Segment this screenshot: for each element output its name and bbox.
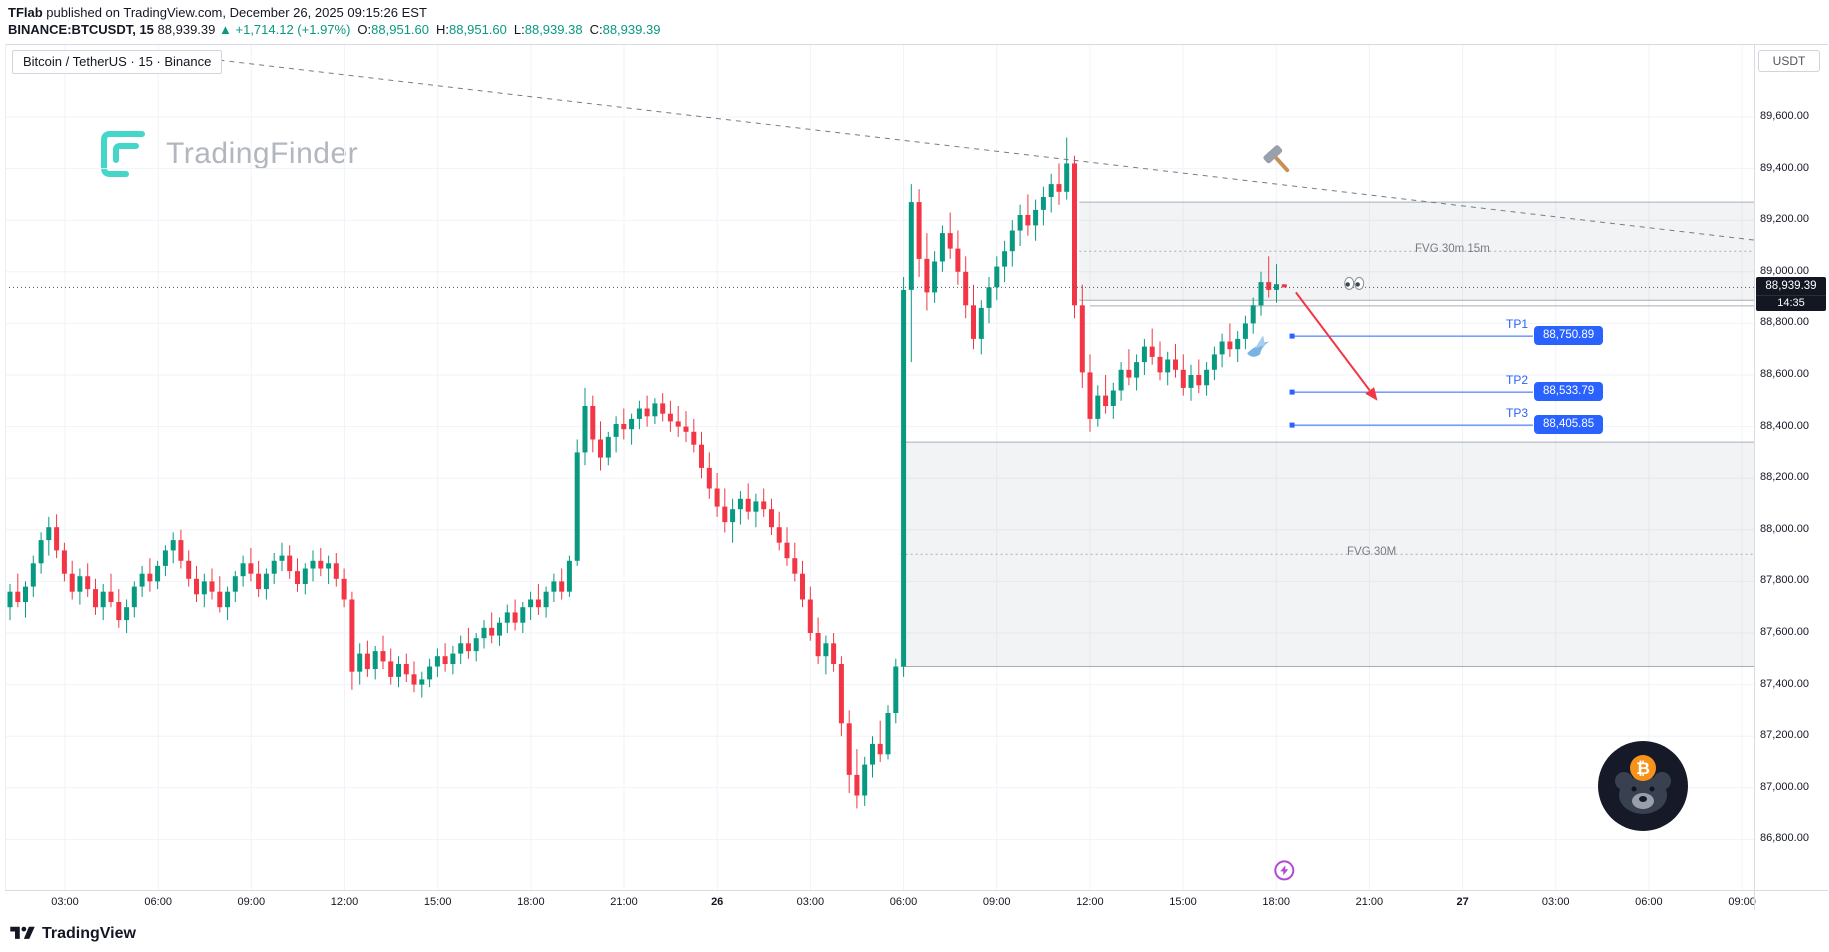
price-axis-label: 87,200.00 (1760, 729, 1809, 742)
high-value: 88,951.60 (449, 22, 507, 37)
fvg-zone-label: FVG 30m 15m (1415, 243, 1490, 256)
publish-info-line: TFlab published on TradingView.com, Dece… (8, 5, 427, 20)
candles-layer (7, 137, 1287, 809)
sell-direction-arrow (1295, 291, 1378, 401)
time-axis-label: 06:00 (1635, 896, 1663, 908)
time-axis-label: 03:00 (51, 896, 79, 908)
eyes-emoji (1344, 276, 1365, 290)
symbol-info-line: BINANCE:BTCUSDT, 15 88,939.39 ▲ +1,714.1… (8, 22, 660, 37)
lightning-badge[interactable] (1274, 860, 1295, 881)
price-axis-label: 87,600.00 (1760, 626, 1809, 638)
time-axis-label: 09:00 (1728, 896, 1756, 908)
fvg-zones-layer (900, 201, 1754, 667)
time-axis-label: 12:00 (330, 896, 359, 908)
watermark-text: TradingFinder (166, 137, 359, 170)
watermark: TradingFinder (96, 126, 358, 182)
time-axis-label: 18:00 (1262, 896, 1290, 908)
price-axis-label: 89,000.00 (1760, 264, 1809, 277)
last-price-badge: 88,939.39 14:35 (1756, 277, 1826, 312)
time-axis-label: 06:00 (144, 896, 172, 908)
low-label: L:88,939.38 (513, 22, 583, 37)
price-axis-separator (1754, 44, 1755, 910)
time-axis-label: 06:00 (889, 896, 918, 908)
tradingview-brand-text: TradingView (42, 924, 136, 942)
close-label: C:88,939.39 (589, 22, 661, 37)
time-axis-label: 15:00 (423, 896, 452, 908)
close-value: 88,939.39 (602, 22, 661, 37)
svg-text:₿: ₿ (1636, 759, 1650, 778)
price-axis-label: 88,200.00 (1760, 471, 1809, 484)
price-axis-label: 86,800.00 (1760, 832, 1809, 845)
price-axis-label: 87,800.00 (1760, 574, 1809, 587)
price-axis-label: 87,400.00 (1760, 677, 1809, 690)
time-axis-label: 15:00 (1169, 896, 1197, 908)
time-axis-label: 03:00 (1541, 896, 1570, 908)
time-axis-label: 12:00 (1076, 896, 1104, 908)
bar-countdown: 14:35 (1756, 295, 1826, 311)
up-arrow-icon: ▲ (219, 22, 232, 37)
currency-toggle-button[interactable]: USDT (1758, 50, 1820, 72)
bear-bitcoin-logo: ₿ (1594, 737, 1692, 840)
price-axis-label: 88,600.00 (1760, 368, 1809, 380)
price-axis-label: 89,400.00 (1760, 161, 1809, 174)
symbol-legend: Bitcoin / TetherUS · 15 · Binance (12, 50, 223, 74)
price-axis-label: 87,000.00 (1760, 780, 1809, 793)
tp2-label: TP2 (1505, 373, 1528, 388)
high-label: H:88,951.60 (436, 22, 507, 37)
price-axis-label: 88,800.00 (1760, 316, 1809, 329)
open-label: O:88,951.60 (357, 22, 430, 37)
time-axis-label: 27 (1456, 896, 1469, 908)
time-axis-label: 26 (711, 896, 724, 908)
tradingview-footer-link[interactable]: TradingView (10, 924, 136, 943)
tp3-label: TP3 (1505, 406, 1528, 421)
tp-lines-layer (1289, 333, 1533, 428)
tp2-price-badge: 88,533.79 (1534, 382, 1604, 402)
last-price: 88,939.39 (157, 22, 216, 37)
fvg-zone-label: FVG 30M (1347, 546, 1397, 559)
tp1-label: TP1 (1505, 317, 1528, 332)
time-axis-separator (5, 890, 1828, 891)
dove-emoji (1247, 335, 1270, 357)
price-axis-label: 88,000.00 (1760, 522, 1809, 535)
symbol-name: BINANCE:BTCUSDT, 15 (8, 22, 154, 37)
time-axis-label: 09:00 (982, 896, 1011, 908)
tradingview-logo-icon (10, 926, 35, 939)
low-value: 88,939.38 (524, 22, 583, 37)
tp3-price-badge: 88,405.85 (1534, 415, 1604, 435)
chart-left-border (5, 44, 6, 890)
author-name: TFlab (8, 5, 43, 20)
time-axis-label: 03:00 (796, 896, 825, 908)
price-axis-label: 89,200.00 (1760, 213, 1809, 226)
time-axis-label: 18:00 (517, 896, 545, 908)
bear-bitcoin-logo-icon: ₿ (1598, 741, 1688, 831)
tp1-price-badge: 88,750.89 (1534, 326, 1604, 346)
hammer-emoji (1263, 145, 1290, 173)
last-price-badge-value: 88,939.39 (1765, 280, 1817, 293)
price-axis-label: 89,600.00 (1760, 110, 1809, 122)
open-value: 88,951.60 (371, 22, 430, 37)
price-change: +1,714.12 (+1.97%) (235, 22, 351, 37)
time-axis-label: 21:00 (1355, 896, 1384, 908)
publish-info-text: published on TradingView.com, December 2… (42, 5, 427, 20)
time-axis-label: 09:00 (237, 896, 266, 908)
price-axis-label: 88,400.00 (1760, 419, 1809, 432)
time-axis-label: 21:00 (610, 896, 638, 908)
chart-top-border (5, 44, 1828, 45)
tradingfinder-logo-icon (101, 131, 145, 177)
